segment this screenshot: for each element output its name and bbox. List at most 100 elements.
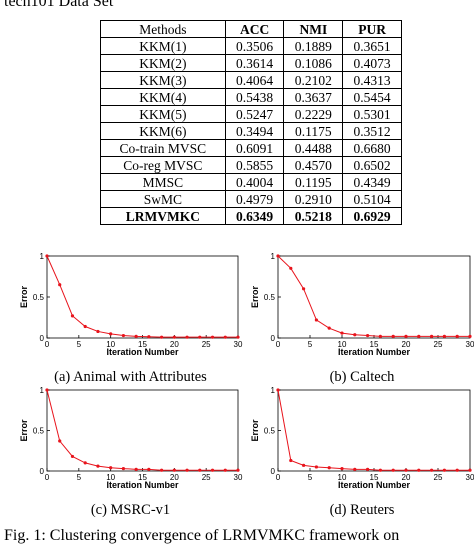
point bbox=[442, 468, 446, 472]
plot-frame bbox=[46, 389, 239, 472]
plot-frame bbox=[46, 255, 239, 339]
point bbox=[223, 468, 227, 472]
point bbox=[236, 468, 240, 472]
table-cell: KKM(4) bbox=[100, 88, 226, 106]
y-tick-label: 0 bbox=[40, 467, 45, 476]
table-cell: 0.5438 bbox=[224, 88, 285, 106]
point bbox=[134, 334, 138, 338]
point bbox=[430, 468, 434, 472]
point bbox=[134, 467, 138, 471]
point bbox=[314, 318, 318, 322]
point bbox=[430, 334, 434, 338]
point bbox=[468, 334, 472, 338]
table-cell: 0.3512 bbox=[342, 122, 402, 140]
table-row: Co-train MVSC 0.6091 0.4488 0.6680 bbox=[100, 139, 402, 157]
point bbox=[353, 333, 357, 337]
point bbox=[391, 468, 395, 472]
table-cell: SwMC bbox=[100, 190, 226, 208]
point bbox=[302, 287, 306, 291]
point bbox=[442, 334, 446, 338]
y-tick-label: 0.5 bbox=[264, 427, 276, 436]
table-row: KKM(2) 0.3614 0.1086 0.4073 bbox=[100, 54, 402, 72]
table-cell: 0.6929 bbox=[342, 207, 402, 225]
column-header: ACC bbox=[224, 20, 285, 38]
point bbox=[70, 314, 75, 318]
x-tick-label: 20 bbox=[170, 340, 179, 349]
table-cell: KKM(5) bbox=[100, 105, 226, 123]
x-tick-label: 30 bbox=[234, 473, 243, 482]
x-tick-label: 15 bbox=[138, 473, 147, 482]
y-axis-label: Error bbox=[19, 286, 29, 309]
x-tick-label: 25 bbox=[434, 340, 443, 349]
point bbox=[366, 467, 370, 471]
point bbox=[96, 464, 100, 468]
table-cell: KKM(2) bbox=[100, 54, 226, 72]
point bbox=[58, 439, 62, 443]
table-cell: 0.1195 bbox=[283, 173, 344, 191]
point bbox=[70, 454, 75, 459]
y-tick-label: 1 bbox=[271, 252, 276, 261]
x-tick-label: 20 bbox=[402, 340, 411, 349]
table-row: KKM(5) 0.5247 0.2229 0.5301 bbox=[100, 105, 402, 123]
y-tick-label: 0 bbox=[40, 334, 45, 343]
point bbox=[58, 283, 62, 287]
x-tick-label: 25 bbox=[202, 473, 211, 482]
y-tick-label: 0 bbox=[271, 334, 276, 343]
x-axis-label: Iteration Number bbox=[106, 480, 179, 490]
subfigure-caption: (c) MSRC-v1 bbox=[91, 502, 170, 518]
results-table: Methods ACC NMI PUR KKM(1) 0.3506 0.1889 0.3651… bbox=[100, 20, 402, 225]
table-cell: 0.3651 bbox=[342, 37, 402, 55]
x-tick-label: 20 bbox=[170, 473, 179, 482]
table-row: KKM(6) 0.3494 0.1175 0.3512 bbox=[100, 122, 402, 140]
y-tick-label: 1 bbox=[40, 252, 45, 261]
x-axis-label: Iteration Number bbox=[338, 347, 411, 357]
plot-frame bbox=[277, 389, 471, 472]
error-line bbox=[277, 255, 470, 337]
x-axis-label: Iteration Number bbox=[338, 480, 411, 490]
y-tick-label: 0.5 bbox=[33, 293, 45, 302]
x-tick-label: 15 bbox=[370, 340, 379, 349]
point bbox=[378, 468, 382, 472]
point bbox=[289, 266, 293, 270]
table-cell: 0.3637 bbox=[283, 88, 344, 106]
point bbox=[185, 468, 189, 472]
point bbox=[185, 335, 189, 339]
point bbox=[121, 333, 125, 338]
x-tick-label: 10 bbox=[338, 473, 347, 482]
point bbox=[302, 463, 306, 467]
point bbox=[147, 335, 151, 339]
point bbox=[276, 254, 280, 258]
subfigure-caption: (a) Animal with Attributes bbox=[54, 369, 207, 385]
figure-caption: Fig. 1: Clustering convergence of LRMVMK… bbox=[4, 527, 400, 544]
point bbox=[340, 466, 344, 471]
point bbox=[378, 334, 382, 338]
subfigure-caption: (d) Reuters bbox=[330, 502, 395, 518]
table-row: LRMVMKC 0.6349 0.5218 0.6929 bbox=[100, 207, 402, 225]
point bbox=[340, 331, 344, 335]
point bbox=[45, 388, 49, 392]
x-tick-label: 0 bbox=[276, 473, 281, 482]
point bbox=[236, 335, 240, 339]
point bbox=[455, 468, 459, 472]
point bbox=[210, 335, 215, 339]
point bbox=[327, 326, 331, 330]
x-tick-label: 5 bbox=[308, 473, 313, 482]
table-cell: 0.5218 bbox=[283, 207, 344, 225]
y-tick-label: 1 bbox=[40, 386, 45, 395]
table-cell: LRMVMKC bbox=[100, 207, 226, 225]
point bbox=[121, 466, 125, 471]
table-cell: 0.5104 bbox=[342, 190, 402, 208]
y-axis-label: Error bbox=[250, 286, 260, 309]
x-tick-label: 30 bbox=[466, 340, 474, 349]
y-tick-label: 0.5 bbox=[33, 427, 45, 436]
table-cell: 0.3614 bbox=[224, 54, 285, 72]
table-cell: 0.6091 bbox=[224, 139, 285, 157]
table-cell: Co-reg MVSC bbox=[100, 156, 226, 174]
header-row: Methods ACC NMI PUR bbox=[100, 20, 402, 38]
y-tick-label: 0.5 bbox=[264, 293, 276, 302]
table-cell: 0.2102 bbox=[283, 71, 344, 89]
point bbox=[172, 468, 176, 472]
x-tick-label: 10 bbox=[106, 340, 115, 349]
